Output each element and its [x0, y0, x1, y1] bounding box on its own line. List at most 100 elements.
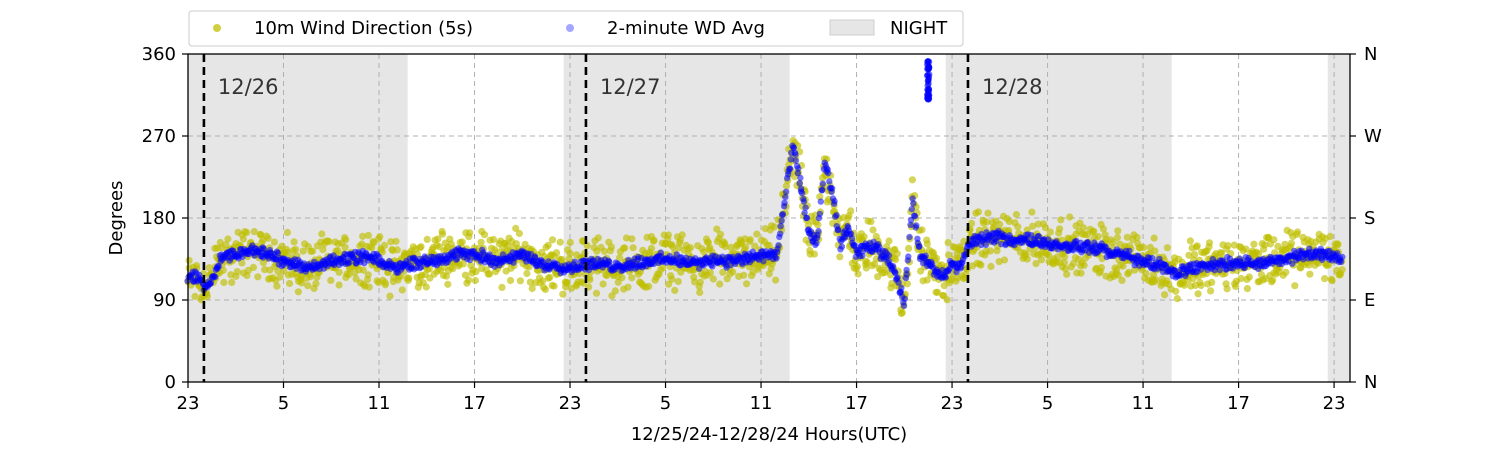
wind-direction-point	[544, 241, 552, 249]
wind-direction-point	[1094, 233, 1102, 241]
wind-direction-point	[1005, 217, 1013, 225]
wind-direction-point	[526, 278, 534, 286]
wd-avg-point	[798, 189, 806, 197]
wd-avg-point	[778, 217, 785, 224]
wind-direction-point	[706, 269, 714, 277]
wind-direction-point	[741, 243, 750, 251]
wind-direction-point	[465, 276, 473, 284]
wind-direction-point	[1066, 213, 1074, 221]
wind-direction-point	[933, 254, 941, 262]
wd-avg-point	[782, 193, 789, 201]
wind-direction-point	[751, 242, 759, 250]
wind-direction-point	[257, 231, 265, 239]
wd-avg-point	[982, 241, 990, 249]
wind-direction-point	[885, 237, 893, 245]
wd-avg-point	[817, 198, 824, 205]
wd-avg-point	[274, 249, 282, 257]
wind-direction-point	[219, 266, 227, 274]
wd-avg-point	[901, 295, 908, 303]
wind-direction-point	[249, 263, 257, 271]
wd-avg-point	[910, 200, 917, 207]
wind-direction-point	[1023, 255, 1031, 263]
wd-avg-point	[797, 174, 804, 182]
wd-avg-point	[885, 252, 893, 259]
x-tick-label: 17	[463, 393, 486, 414]
wind-direction-point	[442, 272, 450, 280]
wind-direction-point	[867, 218, 875, 226]
y2-tick-label: W	[1364, 126, 1382, 147]
wd-avg-point	[825, 169, 832, 177]
wind-direction-point	[586, 276, 594, 284]
y2-tick-label: E	[1364, 290, 1375, 311]
wind-direction-point	[664, 231, 673, 239]
wind-direction-point	[472, 268, 480, 276]
wind-direction-point	[438, 230, 447, 238]
wind-direction-point	[743, 280, 751, 288]
grid-layer	[188, 54, 1350, 382]
wind-direction-point	[814, 221, 822, 229]
wind-direction-point	[376, 233, 384, 241]
wind-direction-point	[740, 271, 748, 279]
wind-direction-point	[359, 266, 367, 274]
wind-direction-point	[393, 246, 401, 254]
wd-avg-point	[792, 151, 799, 158]
wind-direction-point	[506, 276, 515, 285]
wind-direction-point	[1173, 295, 1181, 303]
wind-direction-point	[934, 288, 942, 296]
wd-avg-point	[942, 274, 949, 281]
wind-direction-point	[285, 279, 294, 288]
wind-direction-point	[1185, 251, 1193, 259]
wind-direction-point	[191, 292, 199, 300]
wind-direction-point	[1061, 265, 1069, 273]
wind-direction-point	[1261, 241, 1269, 249]
wd-avg-point	[777, 222, 784, 230]
wd-avg-point	[911, 212, 919, 220]
wind-direction-point	[1217, 250, 1226, 258]
wind-direction-point	[1194, 290, 1202, 298]
wind-direction-point	[678, 231, 686, 239]
wind-direction-point	[600, 247, 609, 255]
y-tick-label: 0	[165, 372, 176, 393]
wind-direction-point	[607, 243, 616, 251]
wd-avg-point	[908, 205, 915, 213]
wd-avg-point	[922, 252, 929, 259]
wind-direction-point	[1190, 251, 1199, 259]
wd-avg-point	[215, 263, 222, 270]
wind-direction-point	[892, 256, 900, 264]
wd-avg-point	[795, 165, 802, 172]
wd-avg-point	[1337, 258, 1345, 265]
wind-direction-point	[1012, 210, 1021, 219]
wd-avg-point	[803, 214, 811, 222]
wd-avg-point	[1339, 253, 1346, 261]
wind-direction-point	[1123, 233, 1131, 241]
wd-avg-point	[775, 242, 782, 249]
x-tick-label: 23	[177, 393, 200, 414]
wind-direction-point	[674, 277, 682, 286]
wind-direction-point	[552, 249, 561, 257]
wind-direction-point	[1306, 270, 1314, 278]
wind-direction-point	[270, 238, 278, 246]
wd-avg-point	[913, 222, 920, 229]
wind-direction-point	[810, 250, 819, 258]
wd-avg-point	[926, 71, 933, 78]
wind-direction-point	[304, 282, 312, 290]
y2-tick-label: N	[1364, 44, 1377, 65]
wind-direction-point	[238, 259, 246, 267]
wd-avg-point	[1149, 254, 1156, 262]
wd-avg-point	[835, 226, 842, 233]
wind-direction-point	[274, 267, 282, 275]
wind-direction-point	[283, 228, 292, 237]
wind-direction-point	[319, 246, 327, 254]
wind-direction-point	[1133, 233, 1141, 241]
wind-direction-point	[1142, 269, 1150, 278]
wind-direction-point	[550, 282, 558, 290]
wind-direction-point	[471, 276, 479, 285]
series-1	[184, 142, 1346, 310]
wind-direction-point	[516, 277, 525, 285]
wd-avg-point	[894, 274, 901, 281]
wind-direction-point	[974, 208, 983, 216]
wind-direction-point	[523, 269, 531, 278]
wind-direction-point	[1282, 268, 1290, 276]
wind-direction-point	[650, 236, 658, 244]
wind-direction-point	[318, 230, 326, 238]
